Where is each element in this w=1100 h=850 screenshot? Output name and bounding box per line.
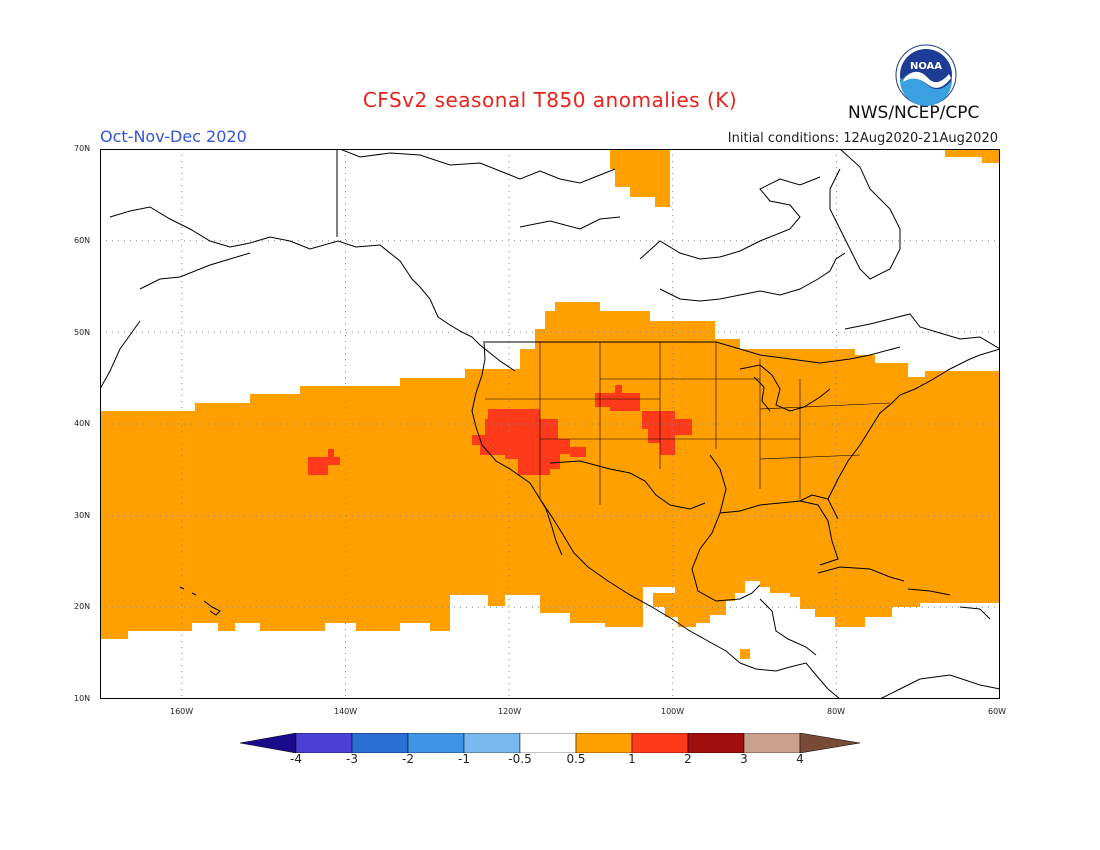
graticule [100, 149, 1000, 699]
agency-label: NWS/NCEP/CPC [848, 103, 980, 123]
lon-label-100w: 100W [661, 707, 685, 716]
lat-label-70n: 70N [74, 144, 91, 153]
colorbar-tick-label: -0.5 [508, 752, 532, 766]
colorbar-tick-label: -2 [402, 752, 414, 766]
lat-label-50n: 50N [74, 328, 91, 337]
colorbar-swatch [407, 733, 465, 753]
colorbar-tick-label: -3 [346, 752, 358, 766]
colorbar-arrow-low [240, 733, 297, 753]
noaa-logo: NOAA [895, 44, 957, 106]
lon-label-60w: 60W [988, 707, 1007, 716]
lat-label-40n: 40N [74, 419, 91, 428]
lon-label-160w: 160W [170, 707, 194, 716]
map-title: CFSv2 seasonal T850 anomalies (K) [362, 88, 738, 112]
colorbar-tick-label: 4 [796, 752, 804, 766]
lon-label-140w: 140W [334, 707, 358, 716]
anomaly-map [100, 149, 1000, 699]
colorbar-swatch [351, 733, 409, 753]
initial-conditions: Initial conditions: 12Aug2020-21Aug2020 [727, 131, 998, 146]
colorbar-tick-label: -4 [290, 752, 302, 766]
colorbar-swatch [295, 733, 353, 753]
lat-label-10n: 10N [74, 694, 91, 703]
colorbar-tick-label: 2 [684, 752, 692, 766]
colorbar-tick-label: -1 [458, 752, 470, 766]
anomaly-region-1-2 [308, 385, 692, 475]
colorbar-swatch [687, 733, 745, 753]
colorbar-swatch [519, 733, 577, 753]
lon-label-80w: 80W [827, 707, 846, 716]
colorbar-tick-label: 1 [628, 752, 636, 766]
lat-label-60n: 60N [74, 236, 91, 245]
lon-label-120w: 120W [498, 707, 522, 716]
coastlines [100, 149, 1000, 699]
colorbar-swatch [743, 733, 801, 753]
colorbar-tick-label: 3 [740, 752, 748, 766]
colorbar-tick-label: 0.5 [566, 752, 586, 766]
lat-label-20n: 20N [74, 602, 91, 611]
lat-label-30n: 30N [74, 511, 91, 520]
colorbar-swatch [575, 733, 633, 753]
colorbar-arrow-high [799, 733, 860, 753]
forecast-period: Oct-Nov-Dec 2020 [100, 127, 247, 146]
colorbar [240, 733, 860, 753]
colorbar-swatch [631, 733, 689, 753]
svg-text:NOAA: NOAA [910, 61, 942, 72]
colorbar-swatch [463, 733, 521, 753]
